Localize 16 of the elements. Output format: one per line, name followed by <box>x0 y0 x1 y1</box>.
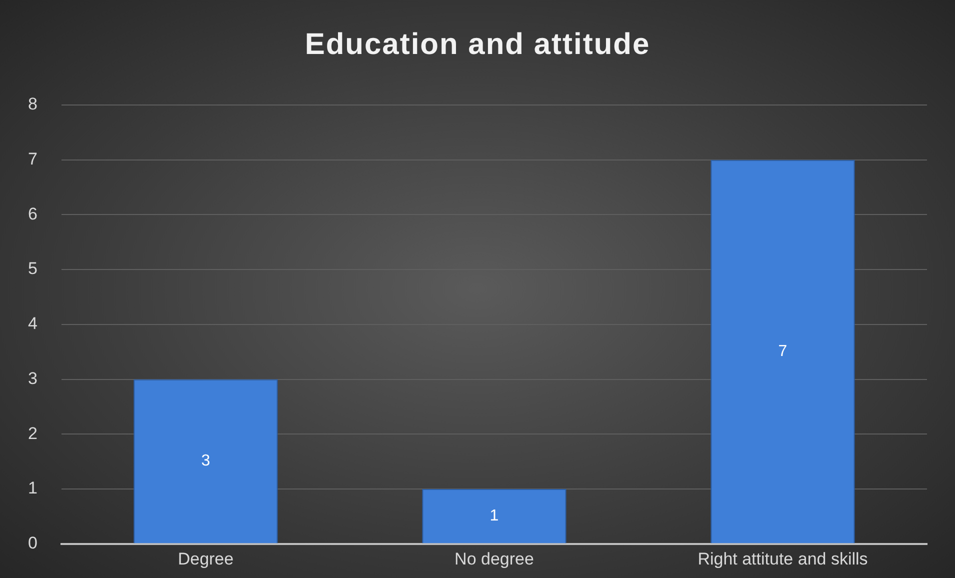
data-label: 3 <box>201 452 210 470</box>
x-tick-label: Degree <box>178 550 234 569</box>
y-tick-label: 0 <box>28 533 38 552</box>
y-tick-label: 7 <box>28 150 38 169</box>
chart-title: Education and attitude <box>304 28 652 62</box>
y-tick-label: 1 <box>28 478 38 498</box>
y-tick-label: 4 <box>28 314 38 334</box>
y-tick-label: 8 <box>28 94 38 114</box>
x-tick-label: No degree <box>454 550 534 569</box>
x-tick-label: Right attitute and skills <box>698 550 868 569</box>
y-tick-label: 6 <box>28 204 38 224</box>
data-label: 7 <box>778 342 788 360</box>
y-tick-label: 2 <box>28 424 38 443</box>
data-label: 1 <box>490 508 499 525</box>
y-tick-label: 3 <box>28 368 38 388</box>
y-tick-label: 5 <box>28 259 38 278</box>
